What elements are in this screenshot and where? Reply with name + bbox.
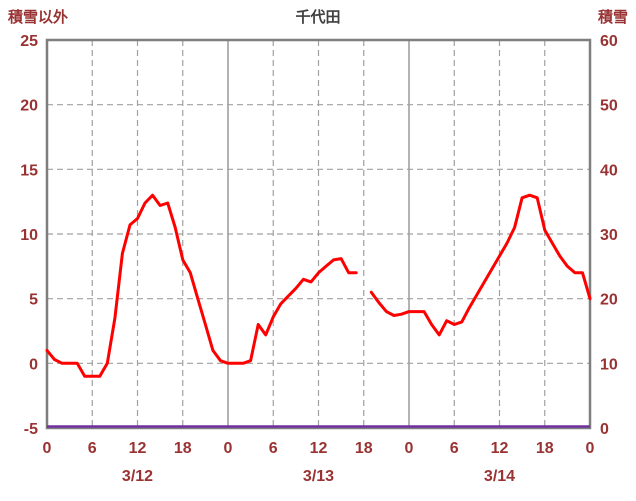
- left-tick-label: -5: [24, 421, 38, 438]
- hour-tick-label: 6: [88, 440, 97, 457]
- date-label: 3/12: [122, 468, 153, 485]
- left-tick-label: 20: [20, 98, 38, 115]
- hour-tick-label: 0: [224, 440, 233, 457]
- right-tick-label: 0: [600, 421, 609, 438]
- right-tick-label: 40: [600, 162, 618, 179]
- date-label: 3/13: [303, 468, 334, 485]
- right-tick-label: 10: [600, 356, 618, 373]
- temperature-line: [45, 193, 592, 378]
- right-tick-label: 50: [600, 98, 618, 115]
- hour-tick-label: 6: [450, 440, 459, 457]
- left-tick-label: 5: [29, 292, 38, 309]
- hour-tick-label: 6: [269, 440, 278, 457]
- date-label: 3/14: [484, 468, 515, 485]
- hour-tick-label: 18: [536, 440, 554, 457]
- right-tick-label: 20: [600, 292, 618, 309]
- plot-border: [45, 38, 592, 430]
- left-axis-title: 積雪以外: [8, 9, 69, 26]
- right-tick-label: 30: [600, 227, 618, 244]
- hour-tick-label: 18: [174, 440, 192, 457]
- left-tick-label: 15: [20, 162, 38, 179]
- right-axis-title: 積雪: [597, 9, 628, 26]
- left-tick-label: 25: [20, 33, 38, 50]
- right-tick-label: 60: [600, 33, 618, 50]
- left-tick-label: 10: [20, 227, 38, 244]
- hour-tick-label: 0: [405, 440, 414, 457]
- left-tick-label: 0: [29, 356, 38, 373]
- hour-tick-label: 12: [129, 440, 147, 457]
- hour-tick-label: 12: [310, 440, 328, 457]
- hour-tick-label: 0: [586, 440, 595, 457]
- hour-tick-label: 0: [43, 440, 52, 457]
- hour-tick-label: 12: [491, 440, 509, 457]
- chart-title: 千代田: [295, 9, 341, 26]
- hour-tick-label: 18: [355, 440, 373, 457]
